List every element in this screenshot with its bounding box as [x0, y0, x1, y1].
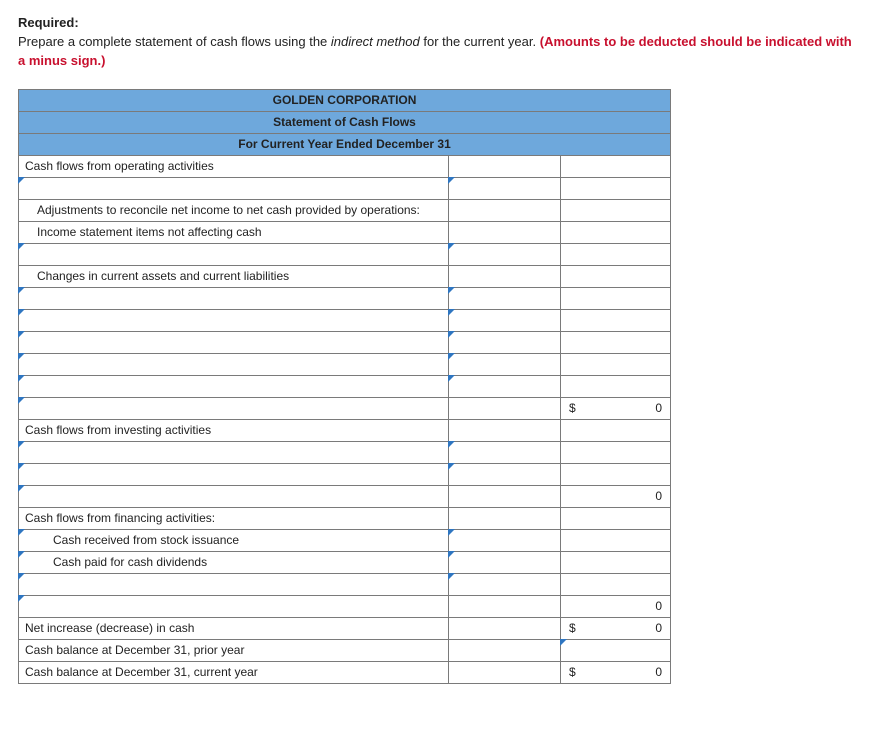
net-number: 0 [655, 621, 662, 635]
cell-c-inv-heading [561, 419, 671, 441]
changes-label: Changes in current assets and current li… [19, 265, 449, 287]
cell-c-chg-3 [561, 331, 671, 353]
prior-balance-amount[interactable] [561, 639, 671, 661]
instructions-block: Required: Prepare a complete statement o… [18, 14, 861, 71]
cashflow-table: GOLDEN CORPORATION Statement of Cash Flo… [18, 89, 671, 684]
cell-c-fin-3 [561, 573, 671, 595]
financing-total-value: 0 [561, 595, 671, 617]
changes-dropdown-4[interactable] [19, 353, 449, 375]
financing-stock-label[interactable]: Cash received from stock issuance [19, 529, 449, 551]
investing-heading: Cash flows from investing activities [19, 419, 449, 441]
operating-total-dropdown[interactable] [19, 397, 449, 419]
changes-dropdown-5[interactable] [19, 375, 449, 397]
operating-dropdown-1[interactable] [19, 177, 449, 199]
investing-dropdown-2[interactable] [19, 463, 449, 485]
current-balance-label: Cash balance at December 31, current yea… [19, 661, 449, 683]
cell-c-fin-stock [561, 529, 671, 551]
cell-b-fin-heading [449, 507, 561, 529]
cell-b-current [449, 661, 561, 683]
cell-b-inc [449, 221, 561, 243]
cell-b-op-heading [449, 155, 561, 177]
changes-amount-3[interactable] [449, 331, 561, 353]
cell-c-op-1 [561, 177, 671, 199]
current-currency: $ [569, 665, 576, 679]
prior-balance-label: Cash balance at December 31, prior year [19, 639, 449, 661]
income-item-amount-1[interactable] [449, 243, 561, 265]
investing-total-dropdown[interactable] [19, 485, 449, 507]
financing-stock-amount[interactable] [449, 529, 561, 551]
financing-total-dropdown[interactable] [19, 595, 449, 617]
operating-total-number: 0 [655, 401, 662, 415]
financing-dividends-amount[interactable] [449, 551, 561, 573]
cell-b-prior [449, 639, 561, 661]
cell-c-chg [561, 265, 671, 287]
cell-b-fin-total [449, 595, 561, 617]
financing-dividends-label[interactable]: Cash paid for cash dividends [19, 551, 449, 573]
changes-dropdown-3[interactable] [19, 331, 449, 353]
changes-dropdown-1[interactable] [19, 287, 449, 309]
cell-b-net [449, 617, 561, 639]
cell-b-inv-total [449, 485, 561, 507]
cell-b-chg [449, 265, 561, 287]
instructions-italic: indirect method [331, 34, 420, 49]
investing-total-value: 0 [561, 485, 671, 507]
cell-c-fin-heading [561, 507, 671, 529]
instructions-text-pre: Prepare a complete statement of cash flo… [18, 34, 331, 49]
income-items-label: Income statement items not affecting cas… [19, 221, 449, 243]
cell-c-adj [561, 199, 671, 221]
cell-c-chg-1 [561, 287, 671, 309]
cell-c-chg-2 [561, 309, 671, 331]
investing-dropdown-1[interactable] [19, 441, 449, 463]
cell-c-chg-5 [561, 375, 671, 397]
operating-total-value: $0 [561, 397, 671, 419]
current-number: 0 [655, 665, 662, 679]
operating-heading: Cash flows from operating activities [19, 155, 449, 177]
financing-dropdown-3[interactable] [19, 573, 449, 595]
changes-amount-4[interactable] [449, 353, 561, 375]
investing-amount-1[interactable] [449, 441, 561, 463]
cell-b-inv-heading [449, 419, 561, 441]
financing-total-number: 0 [655, 599, 662, 613]
changes-amount-2[interactable] [449, 309, 561, 331]
cell-c-fin-div [561, 551, 671, 573]
instructions-text-mid: for the current year. [420, 34, 540, 49]
current-balance-value: $0 [561, 661, 671, 683]
cell-b-adj [449, 199, 561, 221]
changes-dropdown-2[interactable] [19, 309, 449, 331]
net-increase-value: $0 [561, 617, 671, 639]
cell-c-op-heading [561, 155, 671, 177]
cell-c-inc [561, 221, 671, 243]
income-item-dropdown-1[interactable] [19, 243, 449, 265]
header-company: GOLDEN CORPORATION [19, 89, 671, 111]
adjustments-label: Adjustments to reconcile net income to n… [19, 199, 449, 221]
required-label: Required: [18, 15, 79, 30]
cell-b-op-total [449, 397, 561, 419]
operating-total-currency: $ [569, 401, 576, 415]
financing-amount-3[interactable] [449, 573, 561, 595]
header-title: Statement of Cash Flows [19, 111, 671, 133]
operating-amount-1[interactable] [449, 177, 561, 199]
net-increase-label: Net increase (decrease) in cash [19, 617, 449, 639]
cell-c-inv-2 [561, 463, 671, 485]
net-currency: $ [569, 621, 576, 635]
cell-c-inc-1 [561, 243, 671, 265]
financing-heading: Cash flows from financing activities: [19, 507, 449, 529]
investing-amount-2[interactable] [449, 463, 561, 485]
header-period: For Current Year Ended December 31 [19, 133, 671, 155]
cell-c-inv-1 [561, 441, 671, 463]
changes-amount-5[interactable] [449, 375, 561, 397]
cell-c-chg-4 [561, 353, 671, 375]
changes-amount-1[interactable] [449, 287, 561, 309]
investing-total-number: 0 [655, 489, 662, 503]
